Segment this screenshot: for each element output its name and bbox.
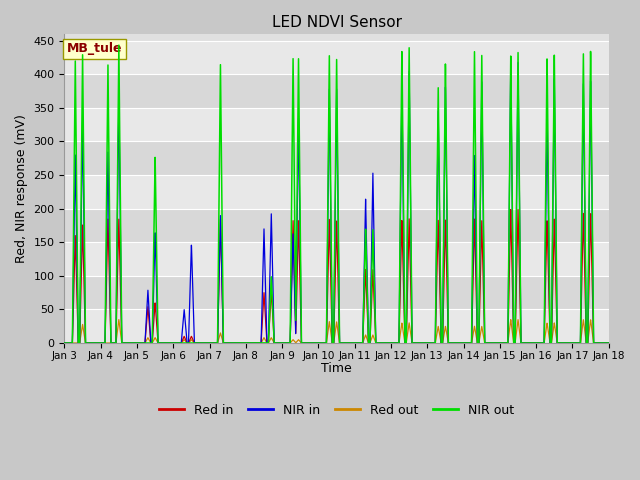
Bar	[65, 242, 609, 276]
Bar	[65, 175, 609, 209]
Bar	[65, 108, 609, 142]
X-axis label: Time: Time	[321, 362, 352, 375]
Text: MB_tule: MB_tule	[67, 43, 123, 56]
Y-axis label: Red, NIR response (mV): Red, NIR response (mV)	[15, 114, 28, 263]
Bar	[65, 142, 609, 175]
Bar	[65, 41, 609, 74]
Title: LED NDVI Sensor: LED NDVI Sensor	[271, 15, 401, 30]
Bar	[65, 276, 609, 310]
Bar	[65, 209, 609, 242]
Legend: Red in, NIR in, Red out, NIR out: Red in, NIR in, Red out, NIR out	[154, 399, 520, 422]
Bar	[65, 74, 609, 108]
Bar	[65, 310, 609, 343]
